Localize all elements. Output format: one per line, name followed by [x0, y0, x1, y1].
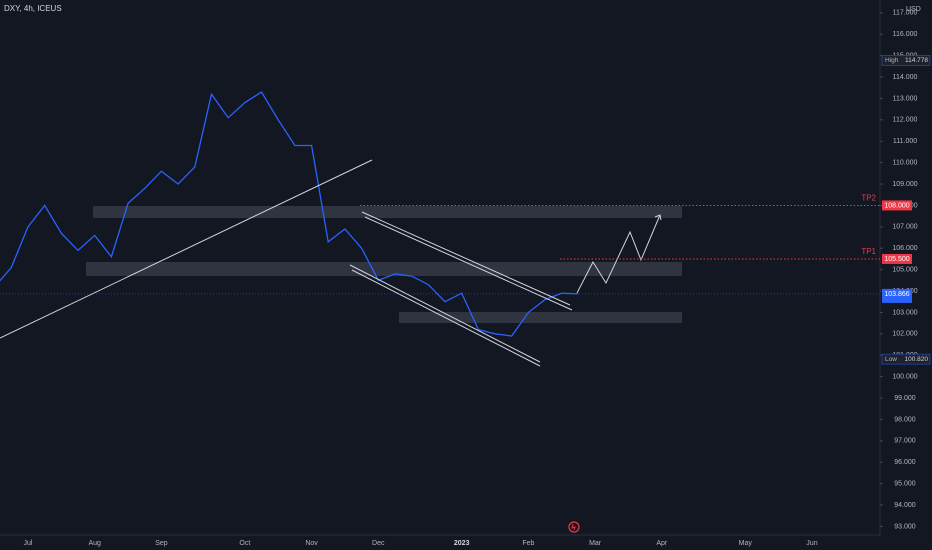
low-label: 100.820 [905, 356, 929, 363]
target-label: 108.000 [884, 202, 909, 209]
y-tick-label: 93.000 [894, 523, 916, 530]
y-tick-label: 94.000 [894, 502, 916, 509]
y-tick-label: 98.000 [894, 416, 916, 423]
plot [0, 91, 579, 337]
x-tick-label: Jun [806, 540, 817, 547]
x-tick-label: Oct [239, 540, 250, 547]
x-tick-label: May [739, 540, 753, 547]
trend-line [0, 159, 373, 339]
x-tick-label: Nov [305, 540, 318, 547]
zone [93, 206, 682, 218]
symbol-title: DXY, 4h, ICEUS [4, 4, 62, 13]
y-tick-label: 114.000 [893, 74, 918, 81]
y-tick-label: 112.000 [893, 117, 918, 124]
y-tick-label: 110.000 [893, 159, 918, 166]
y-tick-label: 107.000 [892, 224, 917, 231]
x-tick-label: Jul [24, 540, 33, 547]
y-tick-label: 113.000 [893, 95, 918, 102]
target-name: TP1 [861, 247, 876, 256]
target-badge [882, 253, 912, 264]
x-tick-label: Feb [522, 540, 534, 547]
y-tick-label: 117.000 [893, 10, 918, 17]
low-name: Low [885, 356, 897, 363]
y-tick-label: 116.000 [893, 31, 918, 38]
y-tick-label: 105.000 [892, 266, 917, 273]
zone [86, 262, 682, 276]
high-label: 114.778 [905, 57, 928, 64]
channel-line [364, 216, 573, 311]
x-tick-label: 2023 [454, 540, 470, 547]
y-tick-label: 99.000 [894, 395, 916, 402]
channel-line [351, 269, 541, 367]
drawings [0, 159, 662, 367]
forecast-path [576, 214, 661, 294]
y-tick-label: 109.000 [892, 181, 917, 188]
last-price-label: 103.866 [884, 291, 909, 298]
high-name: High [885, 57, 899, 64]
x-tick-label: Mar [589, 540, 602, 547]
y-tick-label: 106.000 [892, 245, 917, 252]
last-price-badge [882, 288, 912, 303]
y-tick-label: 97.000 [894, 438, 916, 445]
high-badge [881, 55, 931, 66]
zones [86, 206, 682, 323]
channel-line [361, 211, 571, 306]
zone [399, 312, 682, 323]
y-tick-label: 96.000 [894, 459, 916, 466]
target-badge [882, 200, 912, 211]
y-tick-label: 100.000 [892, 373, 917, 380]
x-tick-label: Aug [88, 540, 101, 547]
currency-label: USD [906, 6, 921, 13]
logo [568, 521, 580, 533]
target-name: TP2 [861, 194, 876, 203]
forecast-arrow [654, 214, 662, 221]
y-tick-label: 102.000 [892, 331, 917, 338]
x-tick-label: Apr [656, 540, 668, 547]
y-tick-label: 95.000 [894, 480, 916, 487]
y-tick-label: 111.000 [893, 138, 917, 145]
channel-line [349, 264, 541, 363]
price-line [0, 91, 579, 337]
x-tick-label: Sep [155, 540, 168, 547]
y-tick-label: 103.000 [892, 309, 917, 316]
target-label: 105.500 [884, 256, 909, 263]
low-badge [881, 353, 931, 365]
x-tick-label: Dec [372, 540, 385, 547]
